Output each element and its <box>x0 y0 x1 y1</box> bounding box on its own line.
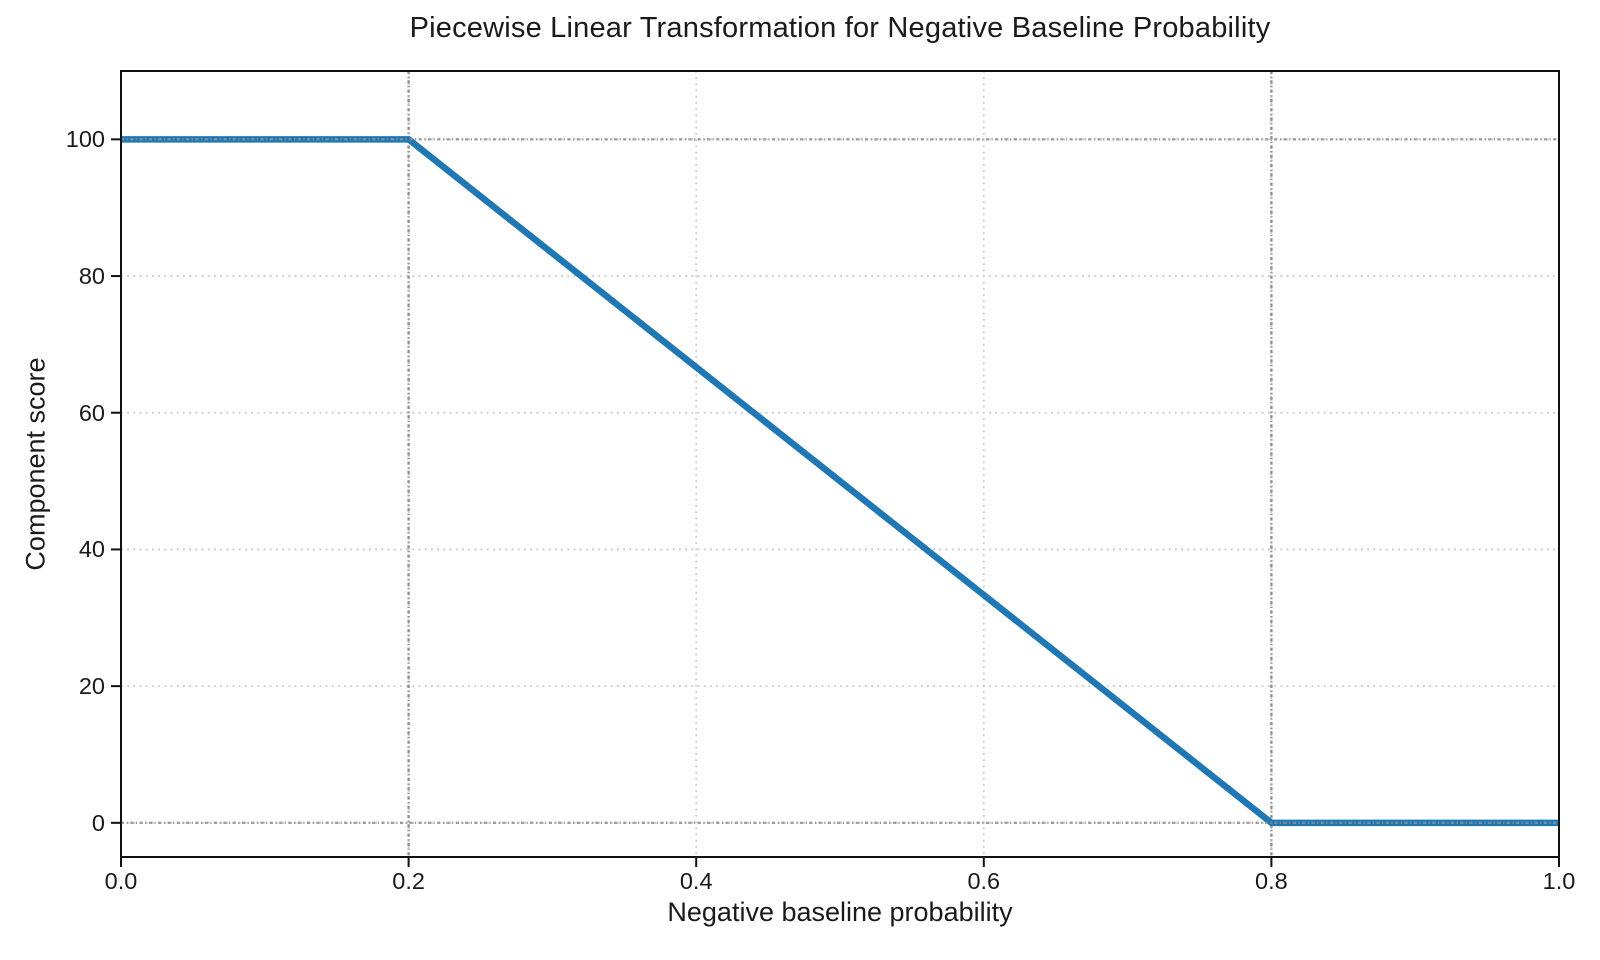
y-tick-label-20: 20 <box>78 673 105 700</box>
x-tick-label-0.4: 0.4 <box>679 868 713 894</box>
series-line-component-score <box>121 136 1559 827</box>
x-tick-label-0.6: 0.6 <box>967 868 1001 894</box>
x-tick-label-0.8: 0.8 <box>1255 868 1288 894</box>
x-tick-label-0.0: 0.0 <box>104 868 138 894</box>
axes-spines <box>120 70 1560 858</box>
x-axis-label: Negative baseline probability <box>667 897 1013 927</box>
x-tick-label-1.0: 1.0 <box>1542 868 1576 894</box>
y-tick-label-100: 100 <box>65 126 105 153</box>
x-tick-label-0.2: 0.2 <box>392 868 425 894</box>
chart-title: Piecewise Linear Transformation for Nega… <box>409 12 1271 44</box>
y-tick-label-40: 40 <box>78 536 105 563</box>
y-tick-label-0: 0 <box>91 809 105 836</box>
y-tick-label-60: 60 <box>78 399 105 426</box>
y-tick-label-80: 80 <box>78 263 105 290</box>
